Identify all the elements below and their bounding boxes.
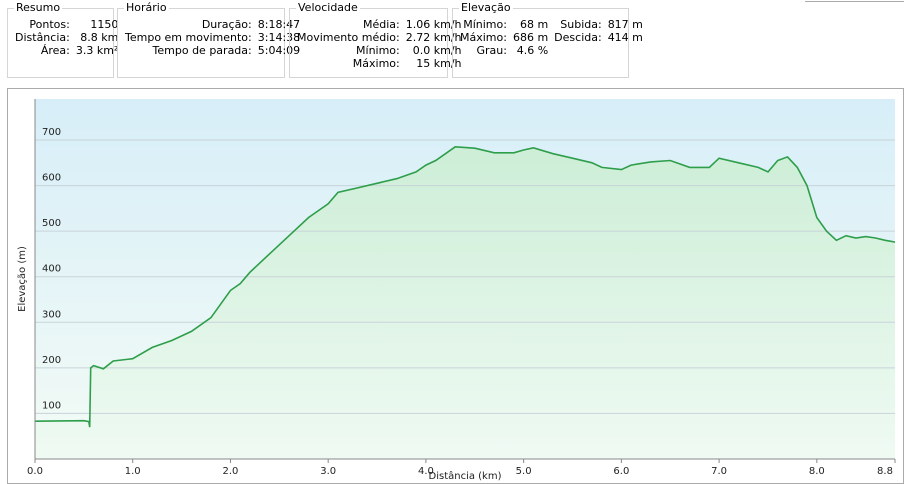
y-tick-label: 600 xyxy=(42,173,61,184)
stat-value: 686 m xyxy=(512,31,549,44)
x-tick-label: 0.0 xyxy=(27,466,43,477)
separator xyxy=(805,1,904,2)
stat-label: Subida: xyxy=(560,18,602,31)
stats-row: Grau: 4.6 % xyxy=(457,44,646,57)
stat-value: 414 m xyxy=(607,31,643,44)
y-tick-label: 500 xyxy=(42,218,61,229)
stat-label: Máximo: xyxy=(460,31,507,44)
elevation-line xyxy=(34,145,896,428)
stats-row: Pontos: 1150 xyxy=(12,18,121,31)
stat-value: 68 m xyxy=(519,18,549,31)
x-tick-label: 6.0 xyxy=(613,466,629,477)
stat-value: 2.72 km/h xyxy=(405,31,462,44)
time-panel: Horário Duração: 8:18:47 Tempo em movimento… xyxy=(117,1,300,78)
panel-title: Horário xyxy=(124,1,169,14)
stat-value: 8.8 km xyxy=(80,31,119,44)
stats-row: Duração: 8:18:47 xyxy=(122,18,303,31)
stat-value: 817 m xyxy=(607,18,643,31)
x-tick-label: 8.0 xyxy=(809,466,825,477)
x-tick-label: 5.0 xyxy=(516,466,532,477)
y-tick-label: 200 xyxy=(42,355,61,366)
stats-row: Distância: 8.8 km xyxy=(12,31,121,44)
stat-label: Mínimo: xyxy=(463,18,507,31)
stats-table: Duração: 8:18:47 Tempo em movimento: 3:14:3… xyxy=(122,18,303,57)
chart: 100 200 300 400 500 600 700 0.0 1.0 2.0 3.0 4.0 5.0 6… xyxy=(17,99,896,482)
panel-title: Velocidade xyxy=(296,1,360,14)
panel-title: Elevação xyxy=(459,1,513,14)
stat-value: 1150 xyxy=(90,18,119,31)
stat-label: Movimento médio: xyxy=(297,31,400,44)
x-axis-label: Distância (km) xyxy=(429,470,502,482)
stat-label: Máximo: xyxy=(352,57,400,70)
x-tick-label: 8.8 xyxy=(877,466,893,477)
stats-table: Pontos: 1150 Distância: 8.8 km Área: 3.3 km² xyxy=(12,18,121,57)
summary-panel: Resumo Pontos: 1150 Distância: 8.8 km Área: 3.… xyxy=(7,1,118,78)
stat-label: Descida: xyxy=(554,31,602,44)
stat-label: Média: xyxy=(363,18,400,31)
stats-row: Movimento médio: 2.72 km/h xyxy=(294,31,465,44)
x-tick-label: 7.0 xyxy=(711,466,727,477)
panel-title: Resumo xyxy=(14,1,63,14)
y-tick-label: 400 xyxy=(42,264,61,275)
x-tick-label: 2.0 xyxy=(223,466,239,477)
stat-label: Área: xyxy=(40,44,70,57)
stats-row: Tempo em movimento: 3:14:38 xyxy=(122,31,303,44)
y-axis-label: Elevação (m) xyxy=(17,246,28,312)
stats-row: Mínimo: 0.0 km/h xyxy=(294,44,465,57)
stat-label: Tempo de parada: xyxy=(152,44,252,57)
y-tick-label: 300 xyxy=(42,309,61,320)
stat-value: 0.0 km/h xyxy=(412,44,462,57)
stats-table: Média: 1.06 km/h Movimento médio: 2.72 km/h… xyxy=(294,18,465,70)
y-tick-label: 100 xyxy=(42,400,61,411)
x-tick-label: 1.0 xyxy=(125,466,141,477)
chart-frame: 100 200 300 400 500 600 700 0.0 1.0 2.0 3.0 4.0 5.0 6… xyxy=(7,88,904,484)
elevation-panel: Elevação Mínimo: 68 m Subida: 817 m Máximo: 68… xyxy=(452,1,643,78)
stats-row: Tempo de parada: 5:04:09 xyxy=(122,44,303,57)
y-tick-label: 700 xyxy=(42,127,61,138)
stat-label: Distância: xyxy=(15,31,70,44)
speed-panel: Velocidade Média: 1.06 km/h Movimento médio… xyxy=(289,1,462,78)
stats-row: Área: 3.3 km² xyxy=(12,44,121,57)
stats-row: Mínimo: 68 m Subida: 817 m xyxy=(457,18,646,31)
stat-label: Grau: xyxy=(476,44,507,57)
stats-row: Máximo: 15 km/h xyxy=(294,57,465,70)
stat-label: Duração: xyxy=(201,18,252,31)
area-fill xyxy=(35,146,895,460)
stat-label: Tempo em movimento: xyxy=(125,31,252,44)
stats-row: Média: 1.06 km/h xyxy=(294,18,465,31)
x-tick-label: 4.0 xyxy=(418,466,434,477)
x-tick-label: 3.0 xyxy=(320,466,336,477)
stats-row: Máximo: 686 m Descida: 414 m xyxy=(457,31,646,44)
stat-value: 3.3 km² xyxy=(75,44,119,57)
stat-value: 15 km/h xyxy=(416,57,462,70)
stat-value: 1.06 km/h xyxy=(405,18,462,31)
stat-label: Pontos: xyxy=(29,18,70,31)
stat-value: 4.6 % xyxy=(516,44,549,57)
stats-table: Mínimo: 68 m Subida: 817 m Máximo: 686 m Desci… xyxy=(457,18,646,57)
stat-label: Mínimo: xyxy=(356,44,400,57)
